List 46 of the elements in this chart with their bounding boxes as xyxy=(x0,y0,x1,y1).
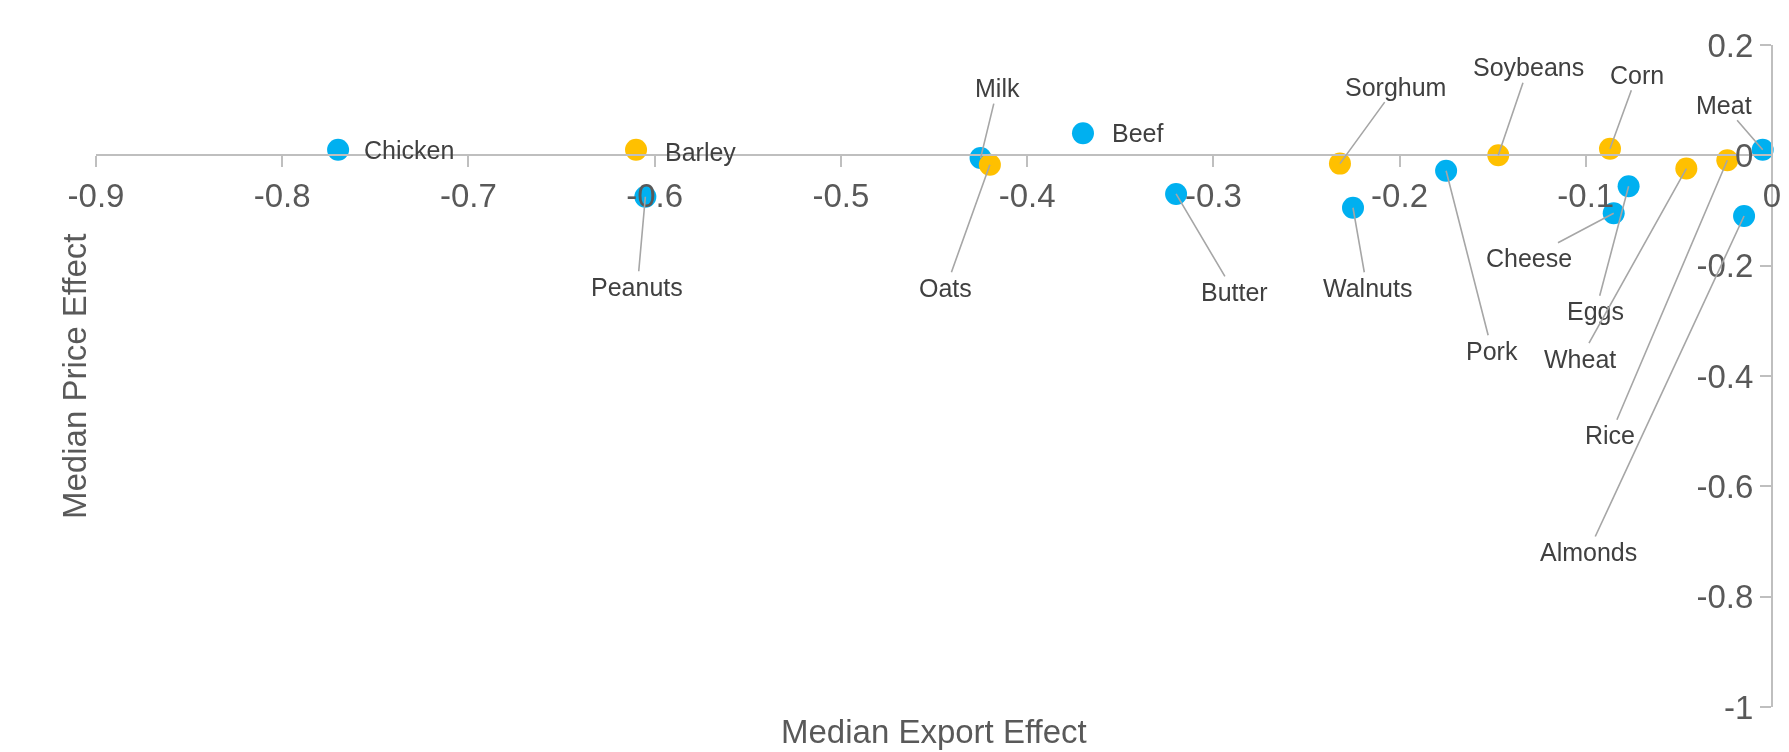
x-tick-label: -0.5 xyxy=(812,176,870,214)
annotation: Meat xyxy=(1696,91,1752,119)
annotation: Chicken xyxy=(364,136,455,164)
point xyxy=(1165,182,1188,205)
y-tick-label: -0.6 xyxy=(1696,467,1754,505)
annotation: Rice xyxy=(1585,421,1636,449)
annotation: Milk xyxy=(975,74,1020,102)
annotation: Soybeans xyxy=(1473,53,1585,81)
y-tick-label: -0.4 xyxy=(1696,357,1754,395)
point xyxy=(1435,159,1458,182)
annotation: Corn xyxy=(1610,61,1665,89)
annotation: Oats xyxy=(919,274,972,302)
y-tick-label: 0 xyxy=(1735,136,1754,174)
point xyxy=(1733,205,1756,228)
y-tick-label: -0.8 xyxy=(1696,578,1754,616)
annotation: Walnuts xyxy=(1323,274,1413,302)
point xyxy=(327,138,350,161)
point xyxy=(978,153,1001,176)
annotation: Pork xyxy=(1466,337,1518,365)
point xyxy=(1071,122,1094,145)
y-axis-title: Median Price Effect xyxy=(56,233,93,519)
y-tick-label: -1 xyxy=(1724,688,1754,726)
annotation: Barley xyxy=(665,138,737,166)
x-tick-label: -0.2 xyxy=(1371,176,1428,214)
x-tick-label: 0 xyxy=(1762,176,1782,214)
annotation: Cheese xyxy=(1486,244,1573,272)
point xyxy=(1617,175,1640,198)
annotation: Beef xyxy=(1112,119,1164,147)
annotation: Wheat xyxy=(1544,345,1617,373)
annotation: Peanuts xyxy=(591,273,683,301)
x-tick-label: -0.4 xyxy=(998,176,1056,214)
x-tick-label: -0.9 xyxy=(67,176,125,214)
annotation: Butter xyxy=(1201,278,1268,306)
annotation: Sorghum xyxy=(1345,73,1447,101)
y-tick-label: 0.2 xyxy=(1707,26,1754,64)
point xyxy=(1675,157,1698,180)
point xyxy=(625,138,648,161)
x-tick-label: -0.1 xyxy=(1557,176,1615,214)
x-tick-label: -0.7 xyxy=(440,176,497,214)
annotation: Eggs xyxy=(1567,297,1624,325)
y-tick-label: -0.2 xyxy=(1696,247,1754,285)
x-tick-label: -0.3 xyxy=(1184,176,1242,214)
x-axis-title: Median Export Effect xyxy=(781,713,1087,750)
x-tick-label: -0.8 xyxy=(253,176,311,214)
point xyxy=(1342,196,1364,219)
annotation: Almonds xyxy=(1540,538,1638,566)
